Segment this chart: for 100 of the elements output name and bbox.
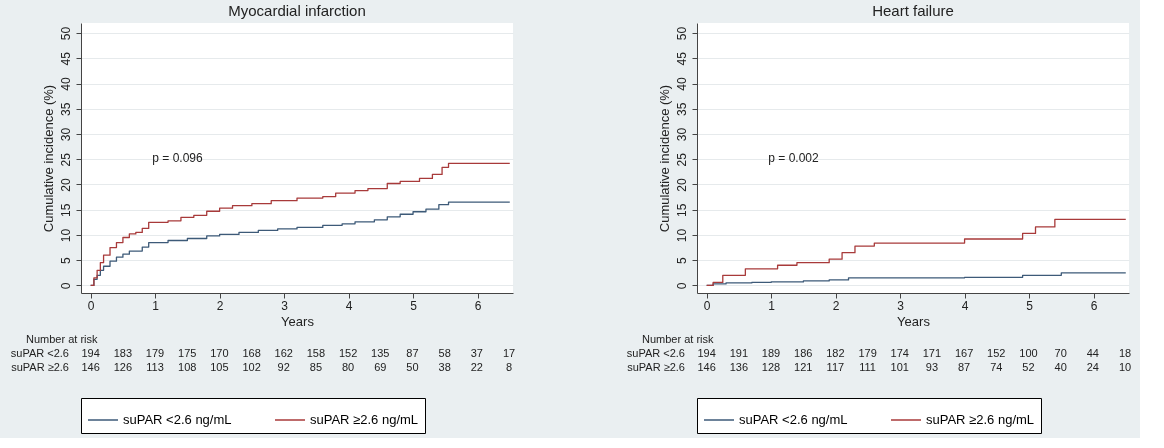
legend-label: suPAR ≥2.6 ng/mL <box>926 412 1035 427</box>
y-tick-label: 15 <box>58 203 73 217</box>
text: 10 <box>1118 361 1132 373</box>
text: 80 <box>341 361 355 373</box>
legend-label: suPAR <2.6 ng/mL <box>739 412 848 427</box>
text: suPAR <2.6 <box>626 347 685 359</box>
text: suPAR <2.6 <box>10 347 69 359</box>
x-tick-label: 2 <box>832 298 840 313</box>
text: Number at risk <box>642 333 715 345</box>
text: 102 <box>242 361 261 373</box>
text: 92 <box>277 361 290 373</box>
chart-title: Myocardial infarction <box>228 2 366 19</box>
text: 152 <box>987 347 1006 359</box>
text: 189 <box>761 347 781 359</box>
text: 87 <box>406 347 419 359</box>
legend-label: suPAR <2.6 ng/mL <box>123 412 232 427</box>
y-tick-label: 50 <box>674 26 689 41</box>
y-tick-label: 30 <box>58 127 73 142</box>
text: 117 <box>826 361 845 373</box>
x-tick-label: 0 <box>87 298 95 313</box>
y-axis-title: Cumulative incidence (%) <box>40 84 56 233</box>
text: 136 <box>729 361 749 373</box>
text: suPAR ≥2.6 <box>627 361 685 373</box>
text: 22 <box>470 361 483 373</box>
text: 175 <box>178 347 197 359</box>
text: 111 <box>859 361 876 373</box>
text: 121 <box>794 361 813 373</box>
text: 74 <box>990 361 1003 373</box>
y-tick-label: 5 <box>674 257 689 265</box>
text: 162 <box>274 347 293 359</box>
text: 182 <box>826 347 845 359</box>
text: 152 <box>338 347 358 359</box>
y-tick-label: 10 <box>58 228 73 243</box>
text: 146 <box>697 361 716 373</box>
text: 101 <box>890 361 909 373</box>
text: 44 <box>1086 347 1099 359</box>
text: 183 <box>113 347 133 359</box>
y-axis-title: Cumulative incidence (%) <box>656 84 672 233</box>
text: 69 <box>374 361 387 373</box>
y-tick-label: 40 <box>674 77 689 91</box>
y-tick-label: 30 <box>674 127 689 142</box>
y-tick-label: 20 <box>58 178 73 192</box>
y-tick-label: 25 <box>674 152 689 167</box>
text: 17 <box>502 347 516 359</box>
text: 126 <box>113 361 133 373</box>
x-tick-label: 4 <box>345 298 353 313</box>
text: 194 <box>697 347 716 359</box>
y-tick-label: 45 <box>58 51 73 66</box>
y-tick-label: 15 <box>674 203 689 217</box>
x-axis-title: Years <box>281 313 315 329</box>
text: 24 <box>1086 361 1099 373</box>
text: 70 <box>1054 347 1067 359</box>
text: 40 <box>1054 361 1067 373</box>
text: 167 <box>954 347 974 359</box>
text: 174 <box>890 347 909 359</box>
text: 179 <box>858 347 877 359</box>
text: suPAR ≥2.6 <box>11 361 69 373</box>
y-tick-label: 0 <box>674 282 689 290</box>
text: 191 <box>729 347 749 359</box>
text: 58 <box>438 347 451 359</box>
chart-title: Heart failure <box>872 2 954 19</box>
y-tick-label: 25 <box>58 152 73 167</box>
x-tick-label: 3 <box>897 298 905 313</box>
x-tick-label: 2 <box>216 298 224 313</box>
x-tick-label: 0 <box>703 298 711 313</box>
text: 52 <box>1022 361 1035 373</box>
x-axis-title: Years <box>897 313 931 329</box>
text: 168 <box>242 347 261 359</box>
text: 93 <box>925 361 939 373</box>
text: 108 <box>178 361 197 373</box>
text: 128 <box>761 361 781 373</box>
y-tick-label: 50 <box>58 26 73 41</box>
text: 171 <box>922 347 942 359</box>
x-tick-label: 5 <box>410 298 418 313</box>
x-tick-label: 6 <box>474 298 482 313</box>
legend-label: suPAR ≥2.6 ng/mL <box>310 412 419 427</box>
y-tick-label: 20 <box>674 178 689 192</box>
text: 146 <box>81 361 100 373</box>
y-tick-label: 5 <box>58 257 73 265</box>
y-tick-label: 35 <box>58 102 73 116</box>
text: 179 <box>145 347 165 359</box>
text: 85 <box>309 361 323 373</box>
y-tick-label: 10 <box>674 228 689 243</box>
y-tick-label: 35 <box>674 102 689 116</box>
text: 158 <box>306 347 326 359</box>
text: 50 <box>406 361 419 373</box>
y-tick-label: 0 <box>58 282 73 290</box>
y-tick-label: 40 <box>58 77 73 91</box>
x-tick-label: 3 <box>281 298 289 313</box>
annotation: p = 0.002 <box>768 151 819 165</box>
text: 186 <box>794 347 813 359</box>
text: 113 <box>146 361 164 373</box>
x-tick-label: 1 <box>768 298 776 313</box>
y-tick-label: 45 <box>674 51 689 66</box>
text: 170 <box>210 347 229 359</box>
text: 135 <box>371 347 390 359</box>
text: 100 <box>1019 347 1038 359</box>
text: 87 <box>957 361 971 373</box>
x-tick-label: 4 <box>961 298 969 313</box>
text: 8 <box>505 361 513 373</box>
